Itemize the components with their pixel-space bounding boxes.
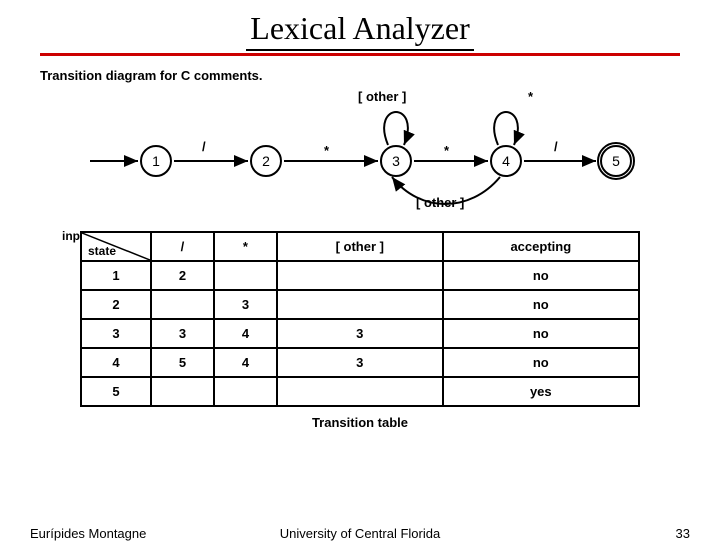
edge-label-12: / [202, 139, 206, 154]
table-cell: no [443, 319, 639, 348]
table-row: 5 yes [81, 377, 639, 406]
edge-label-43: [ other ] [416, 195, 464, 210]
node-label: 2 [262, 153, 270, 169]
title-underline [40, 53, 680, 56]
table-cell [277, 377, 443, 406]
col-header: * [214, 232, 277, 261]
state-node-5: 5 [600, 145, 632, 177]
node-label: 1 [152, 153, 160, 169]
state-node-4: 4 [490, 145, 522, 177]
table-cell [277, 290, 443, 319]
row-state: 5 [81, 377, 151, 406]
row-state: 4 [81, 348, 151, 377]
table-cell: 4 [214, 348, 277, 377]
table-cell: 3 [277, 319, 443, 348]
table-cell: no [443, 261, 639, 290]
edge-label-loop4: * [528, 89, 533, 104]
state-node-3: 3 [380, 145, 412, 177]
edge-label-loop3: [ other ] [358, 89, 406, 104]
diagram-edges [40, 83, 680, 223]
edge-label-34: * [444, 143, 449, 158]
table-cell: no [443, 348, 639, 377]
transition-table: state / * [ other ] accepting 12no23no33… [80, 231, 640, 407]
table-cell [151, 290, 214, 319]
row-state: 1 [81, 261, 151, 290]
footer-page-number: 33 [676, 526, 690, 541]
table-cell: 2 [151, 261, 214, 290]
table-cell: 3 [214, 290, 277, 319]
node-label: 5 [612, 153, 620, 169]
state-node-2: 2 [250, 145, 282, 177]
table-caption: Transition table [80, 415, 640, 430]
edge-label-23: * [324, 143, 329, 158]
col-header: / [151, 232, 214, 261]
footer-affiliation: University of Central Florida [0, 526, 720, 541]
node-label: 4 [502, 153, 510, 169]
edge-label-45: / [554, 139, 558, 154]
col-header: [ other ] [277, 232, 443, 261]
row-state: 3 [81, 319, 151, 348]
state-header-text: state [88, 244, 116, 258]
table-row: 3343no [81, 319, 639, 348]
table-header-row: state / * [ other ] accepting [81, 232, 639, 261]
table-cell: 3 [151, 319, 214, 348]
table-cell: yes [443, 377, 639, 406]
subtitle: Transition diagram for C comments. [40, 68, 720, 83]
table-cell [214, 377, 277, 406]
table-cell [277, 261, 443, 290]
row-state: 2 [81, 290, 151, 319]
table-cell: 5 [151, 348, 214, 377]
transition-table-wrap: input state / * [ other ] accepting 12no… [80, 231, 640, 430]
table-row: 4543no [81, 348, 639, 377]
page-title: Lexical Analyzer [246, 10, 473, 51]
table-cell: no [443, 290, 639, 319]
table-cell: 4 [214, 319, 277, 348]
node-label: 3 [392, 153, 400, 169]
table-row: 12 no [81, 261, 639, 290]
table-row: 2 3 no [81, 290, 639, 319]
col-header: accepting [443, 232, 639, 261]
table-body: 12no23no3343no4543no5yes [81, 261, 639, 406]
table-cell [214, 261, 277, 290]
transition-diagram: 1 2 3 4 5 / * * / [ other ] * [ other ] [40, 83, 680, 223]
table-cell: 3 [277, 348, 443, 377]
table-cell [151, 377, 214, 406]
title-block: Lexical Analyzer [0, 0, 720, 51]
state-header-cell: state [81, 232, 151, 261]
state-node-1: 1 [140, 145, 172, 177]
